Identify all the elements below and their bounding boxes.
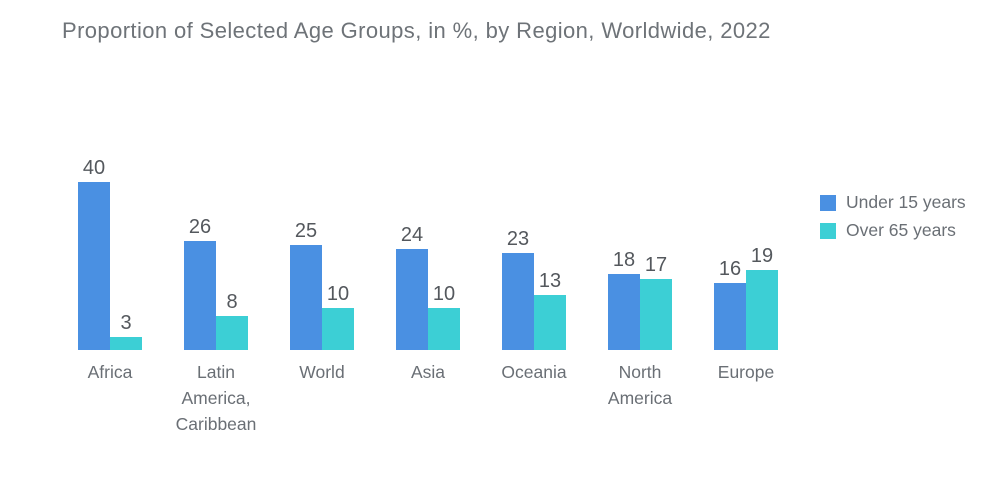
bar-group-africa: 40 3 Africa: [78, 157, 142, 382]
bar-value-label: 24: [400, 224, 424, 247]
category-label-latin-america-caribbean: Latin America, Caribbean: [175, 362, 257, 434]
bar-column-under-15-years-oceania: 23: [502, 228, 534, 350]
bar-value-label: 26: [188, 215, 212, 238]
bar-group-asia: 24 10 Asia: [396, 224, 460, 382]
under-15-years-bar-africa: [78, 182, 110, 350]
legend-label: Over 65 years: [846, 220, 956, 240]
bar-column-under-15-years-africa: 40: [78, 157, 110, 350]
legend-item-under-15-years: Under 15 years: [820, 192, 966, 213]
bar-value-label: 17: [644, 253, 668, 276]
category-label-world: World: [299, 362, 345, 382]
bar-value-label: 40: [82, 157, 106, 179]
bar-column-under-15-years-asia: 24: [396, 224, 428, 350]
bar-group-latin-america-caribbean: 26 8 Latin America, Caribbean: [176, 216, 257, 434]
bar-group-europe: 16 19 Europe: [714, 245, 778, 382]
bar-column-under-15-years-world: 25: [290, 220, 322, 350]
category-label-oceania: Oceania: [501, 362, 567, 382]
bar-column-over-65-years-latin-america-caribbean: 8: [216, 291, 248, 350]
bar-value-label: 8: [226, 291, 238, 314]
bar-column-over-65-years-asia: 10: [428, 283, 460, 350]
bar-value-label: 3: [120, 312, 132, 335]
under-15-years-bar-latin-america-caribbean: [184, 240, 216, 350]
over-65-years-bar-latin-america-caribbean: [216, 316, 248, 350]
bar-column-over-65-years-north-america: 17: [640, 254, 672, 350]
under-15-years-bar-europe: [714, 282, 746, 350]
bar-group-oceania: 23 13 Oceania: [501, 228, 566, 382]
category-label-africa: Africa: [87, 362, 133, 382]
chart-title: Proportion of Selected Age Groups, in %,…: [62, 18, 771, 43]
category-label-north-america: North America: [607, 362, 673, 408]
bar-group-world: 25 10 World: [290, 220, 354, 382]
over-65-years-bar-europe: [746, 270, 778, 350]
under-15-years-bar-oceania: [502, 253, 534, 350]
bar-value-label: 13: [538, 270, 562, 293]
bar-column-under-15-years-north-america: 18: [608, 249, 640, 350]
bar-column-under-15-years-latin-america-caribbean: 26: [184, 216, 216, 350]
legend-item-over-65-years: Over 65 years: [820, 220, 966, 241]
category-label-europe: Europe: [717, 362, 775, 382]
bar-group-north-america: 18 17 North America: [608, 249, 672, 408]
bar-value-label: 16: [718, 257, 742, 280]
bar-column-over-65-years-world: 10: [322, 283, 354, 350]
bar-value-label: 18: [612, 249, 636, 272]
bar-column-over-65-years-europe: 19: [746, 245, 778, 350]
bar-value-label: 25: [294, 220, 318, 242]
bar-chart-plot: 40 3 Africa 26 8 Latin America, Caribbean 25 10…: [78, 150, 778, 434]
over-65-years-bar-asia: [428, 308, 460, 350]
bar-value-label: 19: [750, 245, 774, 268]
legend-swatch-icon: [820, 194, 836, 211]
over-65-years-bar-north-america: [640, 278, 672, 350]
bar-value-label: 10: [432, 283, 456, 305]
over-65-years-bar-oceania: [534, 295, 566, 350]
over-65-years-bar-world: [322, 308, 354, 350]
under-15-years-bar-world: [290, 245, 322, 350]
bar-column-over-65-years-oceania: 13: [534, 270, 566, 350]
legend-label: Under 15 years: [846, 192, 966, 212]
category-label-asia: Asia: [410, 362, 446, 382]
bar-value-label: 10: [326, 283, 350, 305]
bar-value-label: 23: [506, 228, 530, 251]
legend-swatch-icon: [820, 222, 836, 239]
bar-column-under-15-years-europe: 16: [714, 258, 746, 350]
bar-column-over-65-years-africa: 3: [110, 312, 142, 350]
chart-legend: Under 15 years Over 65 years: [820, 192, 966, 241]
under-15-years-bar-north-america: [608, 274, 640, 350]
under-15-years-bar-asia: [396, 249, 428, 350]
over-65-years-bar-africa: [110, 337, 142, 350]
